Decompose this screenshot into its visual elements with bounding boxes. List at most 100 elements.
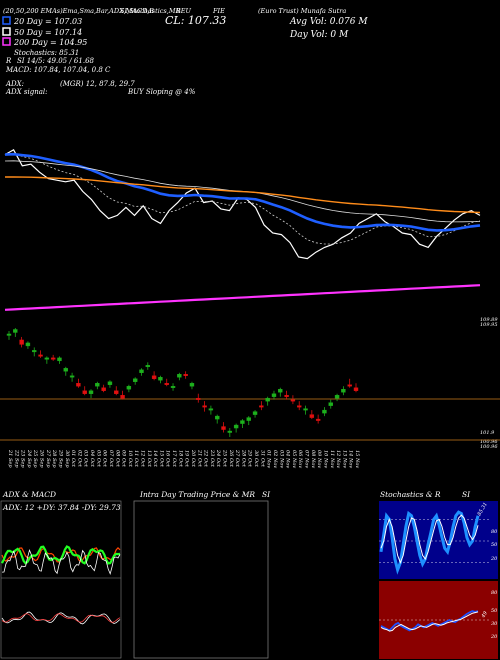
date-label: 04 Oct <box>89 450 95 468</box>
close-price-label: CL: 107.33 <box>165 14 226 27</box>
candle-body <box>95 383 100 387</box>
date-label: 09 Nov <box>316 450 322 468</box>
date-label: 23 Oct <box>209 449 215 468</box>
rsi-tick-30: 30 <box>491 621 498 627</box>
date-label: 11 Oct <box>133 450 139 468</box>
date-label: 11 Nov <box>329 450 335 468</box>
candle-body <box>107 381 113 385</box>
candle-body <box>139 369 144 373</box>
candle-body <box>101 387 106 391</box>
candle-body <box>278 389 283 393</box>
date-label: 06 Oct <box>102 450 108 468</box>
candle-body <box>183 374 188 376</box>
date-label: 26 Sep <box>39 449 45 468</box>
candle-body <box>297 405 302 408</box>
date-label: 04 Nov <box>285 450 291 468</box>
rsi-lines <box>379 610 490 632</box>
header-title-mid: SI,Stochastics,MR <box>120 7 180 15</box>
adx-line <box>1 548 121 576</box>
macd-line <box>1 611 121 625</box>
candle-body <box>353 387 359 391</box>
date-label: 21 Sep <box>7 449 13 468</box>
candle-body <box>19 339 24 345</box>
signal-legend: BUY Sloping @ 4% <box>127 88 196 96</box>
price-axis-top1: 109.89 <box>480 317 498 323</box>
candle-body <box>145 365 151 368</box>
date-label: 08 Nov <box>310 450 316 468</box>
date-label: 18 Oct <box>177 450 183 468</box>
candle-body <box>13 329 18 333</box>
rsi-tick-50: 50 <box>491 608 498 614</box>
date-label: 07 Nov <box>304 450 310 468</box>
candle-body <box>322 409 327 414</box>
ma200-swatch <box>2 37 11 46</box>
date-label: 21 Oct <box>196 449 202 468</box>
date-label: 29 Sep <box>57 449 63 468</box>
stoch-panel-title: Stochastics & R <box>380 490 441 499</box>
date-label: 29 Oct <box>247 449 253 468</box>
date-label: 08 Oct <box>114 450 120 468</box>
date-label: 01 Oct <box>70 450 76 468</box>
rsi-tick-20: 20 <box>490 634 498 640</box>
date-axis: 21 Sep 22 Sep 23 Sep 24 Sep 25 Sep 26 Sep 27 S… <box>7 449 360 468</box>
date-label: 16 Oct <box>165 450 171 468</box>
date-label: 20 Oct <box>190 449 196 468</box>
candle-body <box>189 383 195 387</box>
date-label: 06 Nov <box>297 450 303 468</box>
candle-body <box>240 420 245 424</box>
price-axis-low3: 100.96 <box>480 444 498 450</box>
date-label: 24 Sep <box>26 449 32 468</box>
date-label: 17 Oct <box>171 450 177 468</box>
stoch-panel-si: SI <box>462 490 471 499</box>
candle-body <box>303 408 308 411</box>
header-title-center: BEU <box>175 7 192 15</box>
candle-body <box>82 390 87 394</box>
candle-body <box>315 418 321 421</box>
candle-body <box>271 393 277 397</box>
candle-body <box>63 368 68 372</box>
rsi-last-value: 49 <box>480 610 489 620</box>
candle-body <box>76 383 81 387</box>
date-label: 03 Oct <box>83 450 89 468</box>
date-label: 30 Oct <box>253 450 259 468</box>
date-label: 30 Sep <box>64 450 70 468</box>
date-label: 25 Oct <box>222 449 228 468</box>
header-title-left: (20,50,200 EMAs)Ema,Sma,Bar,ADX,MACD,B <box>3 7 154 15</box>
candle-body <box>151 375 157 379</box>
candle-body <box>114 390 119 394</box>
date-label: 19 Oct <box>184 450 190 468</box>
candle-body <box>290 399 296 402</box>
candle-body <box>227 430 233 433</box>
date-label: 28 Oct <box>240 449 246 468</box>
price-axis-low2: 100.96 <box>480 439 498 445</box>
date-label: 15 Nov <box>354 450 360 468</box>
ema50-orange-line <box>4 176 481 214</box>
candle-body <box>126 386 132 390</box>
candlestick-series <box>6 327 359 438</box>
candle-body <box>208 408 214 411</box>
intra-panel-si: SI <box>262 490 271 499</box>
date-label: 07 Oct <box>108 450 114 468</box>
ma50-legend: 50 Day = 107.14 <box>14 28 82 37</box>
stoch-tick-80: 80 <box>491 529 498 535</box>
date-label: 01 Nov <box>266 450 272 468</box>
ma50-swatch <box>2 27 11 36</box>
date-label: 31 Oct <box>259 450 265 468</box>
date-label: 26 Oct <box>228 449 234 468</box>
date-label: 14 Oct <box>152 450 158 468</box>
candle-body <box>38 354 43 357</box>
candle-body <box>196 397 201 400</box>
candle-body <box>57 357 62 362</box>
candle-body <box>170 386 176 388</box>
candle-body <box>6 333 12 336</box>
candle-body <box>120 394 125 399</box>
header-title-right: (Euro Trust) Munafa Sutra <box>258 7 346 15</box>
date-label: 14 Nov <box>348 450 354 468</box>
date-label: 02 Nov <box>272 450 278 468</box>
candle-body <box>88 390 94 394</box>
date-label: 25 Sep <box>32 449 38 468</box>
rsi-legend-prefix: R <box>5 57 12 65</box>
candle-body <box>334 394 340 399</box>
date-label: 05 Nov <box>291 450 297 468</box>
candle-body <box>309 414 315 418</box>
